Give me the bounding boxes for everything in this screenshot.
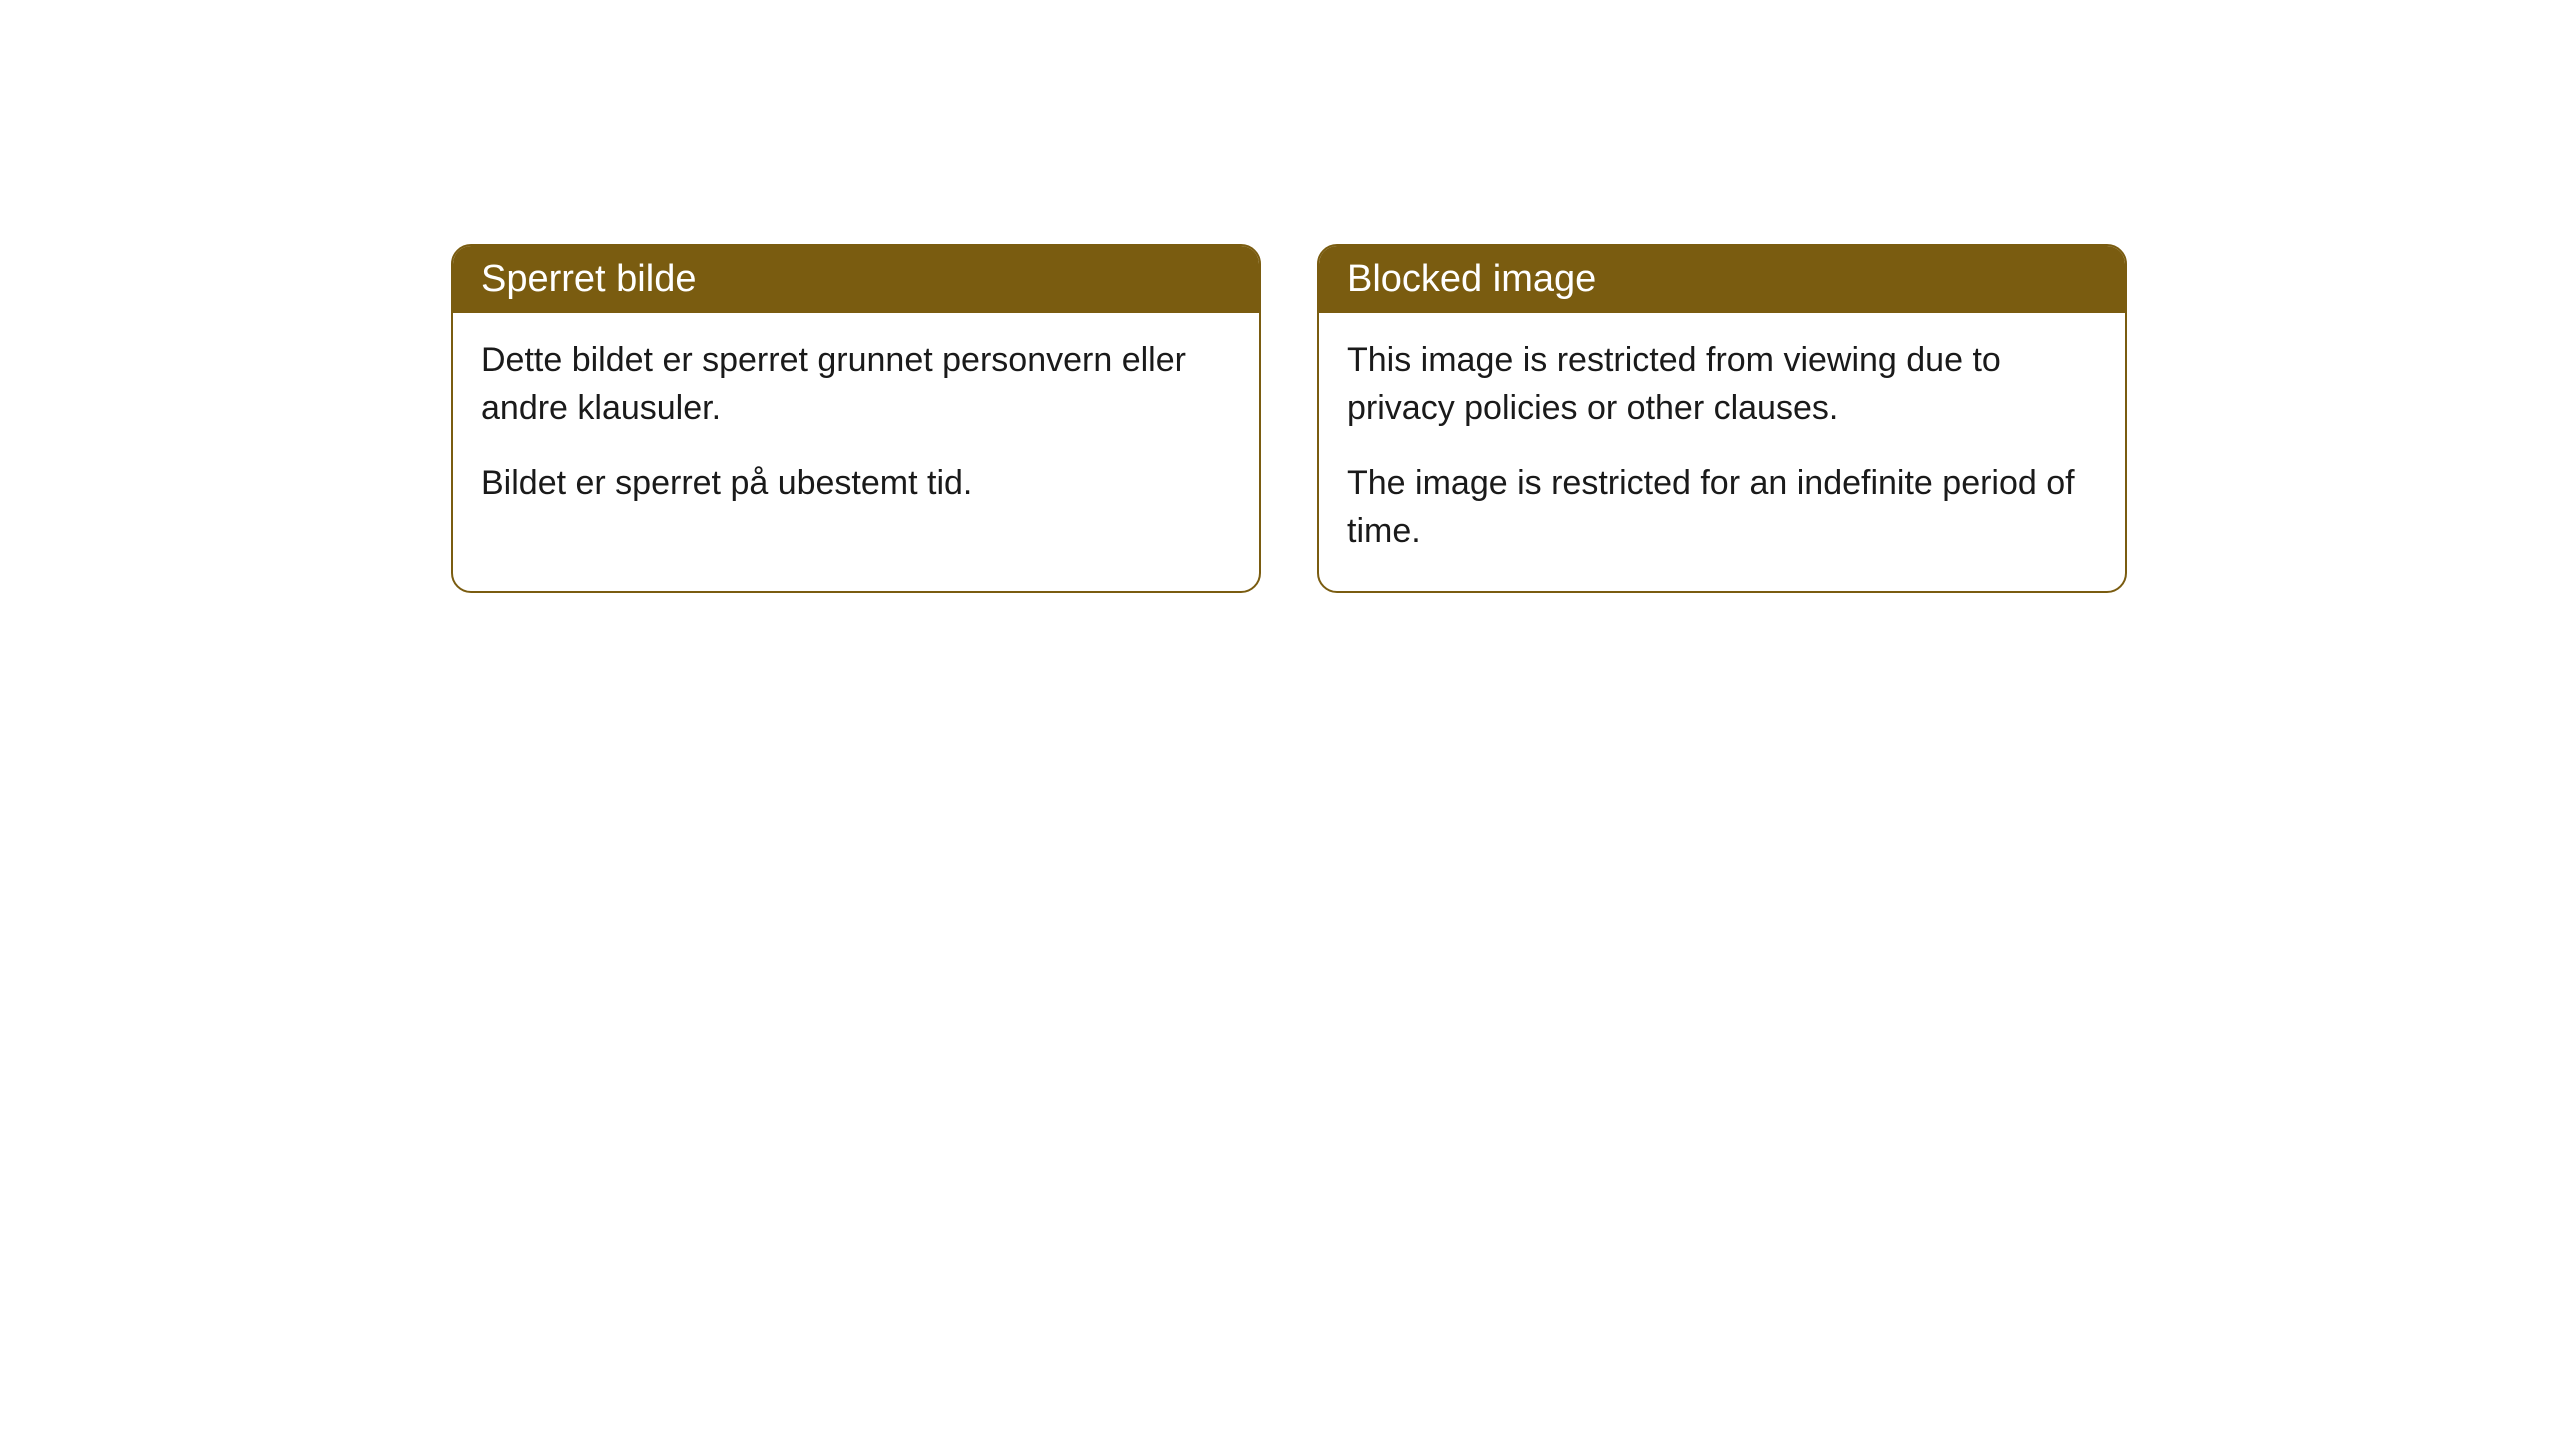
card-paragraph-2-norwegian: Bildet er sperret på ubestemt tid. — [481, 460, 1231, 508]
card-header-norwegian: Sperret bilde — [453, 246, 1259, 313]
card-body-english: This image is restricted from viewing du… — [1319, 313, 2125, 591]
blocked-image-card-norwegian: Sperret bilde Dette bildet er sperret gr… — [451, 244, 1261, 593]
card-paragraph-1-norwegian: Dette bildet er sperret grunnet personve… — [481, 337, 1231, 432]
card-header-english: Blocked image — [1319, 246, 2125, 313]
blocked-image-card-english: Blocked image This image is restricted f… — [1317, 244, 2127, 593]
cards-container: Sperret bilde Dette bildet er sperret gr… — [0, 0, 2560, 593]
card-paragraph-2-english: The image is restricted for an indefinit… — [1347, 460, 2097, 555]
card-body-norwegian: Dette bildet er sperret grunnet personve… — [453, 313, 1259, 544]
card-paragraph-1-english: This image is restricted from viewing du… — [1347, 337, 2097, 432]
